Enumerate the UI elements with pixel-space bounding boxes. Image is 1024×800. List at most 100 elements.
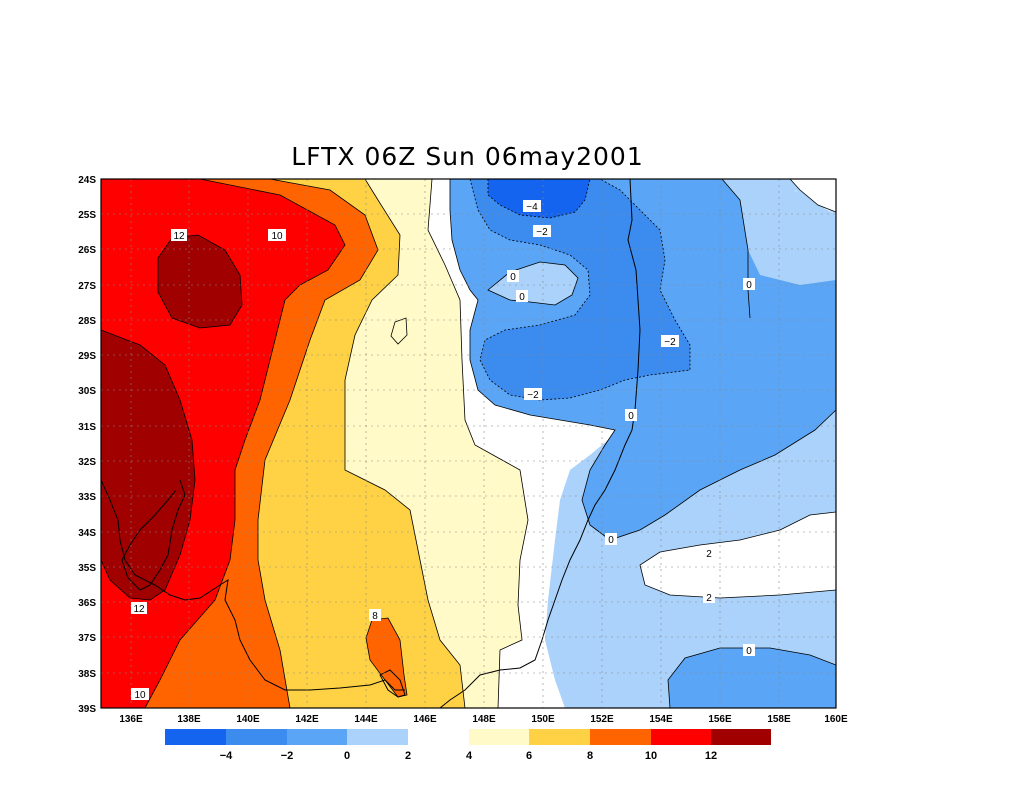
colorbar: −4 −2 0 2 4 6 8 10 12 bbox=[165, 729, 771, 762]
coastline-east bbox=[439, 179, 641, 708]
region-4-6-hole bbox=[391, 318, 407, 344]
lon-tick-label: 148E bbox=[472, 714, 496, 725]
lat-tick-label: 32S bbox=[78, 457, 96, 468]
contour-line bbox=[449, 179, 836, 541]
contour-label: 2 bbox=[703, 591, 715, 604]
contour-label: 12 bbox=[131, 602, 147, 615]
colorbar-label: 2 bbox=[405, 750, 411, 762]
lon-tick-label: 144E bbox=[354, 714, 378, 725]
region-2-4-east bbox=[640, 512, 836, 598]
lon-tick-label: 160E bbox=[824, 714, 848, 725]
colorbar-swatch bbox=[469, 729, 529, 745]
contour-line bbox=[721, 179, 751, 319]
colorbar-label: −2 bbox=[281, 750, 294, 762]
colorbar-swatch bbox=[287, 729, 347, 745]
colorbar-swatch bbox=[590, 729, 651, 745]
plot-frame bbox=[100, 178, 837, 709]
svg-text:0: 0 bbox=[746, 646, 752, 657]
region-gt12-north bbox=[158, 235, 242, 328]
svg-text:0: 0 bbox=[510, 272, 516, 283]
svg-text:2: 2 bbox=[706, 549, 712, 560]
contour-label: 0 bbox=[516, 290, 528, 303]
contour-label: 2 bbox=[703, 547, 715, 560]
contour-label: −4 bbox=[523, 200, 541, 213]
colorbar-swatch bbox=[529, 729, 590, 745]
colorbar-label: 12 bbox=[705, 750, 717, 762]
lat-axis: 24S 25S 26S 27S 28S 29S 30S 31S 32S 33S … bbox=[78, 175, 96, 715]
contour-label: −2 bbox=[533, 225, 551, 238]
contour-label: −2 bbox=[524, 388, 542, 401]
contour-label: 12 bbox=[171, 229, 187, 242]
contour-label: 0 bbox=[743, 278, 755, 291]
filled-contours bbox=[101, 179, 836, 708]
region-lt-m4 bbox=[488, 179, 590, 218]
lat-tick-label: 37S bbox=[78, 633, 96, 644]
lon-tick-label: 146E bbox=[413, 714, 437, 725]
svg-text:−2: −2 bbox=[527, 390, 539, 401]
lon-tick-label: 154E bbox=[649, 714, 673, 725]
contour-line bbox=[101, 329, 196, 601]
region-m4-m2 bbox=[470, 179, 690, 400]
lon-tick-label: 150E bbox=[531, 714, 555, 725]
lat-tick-label: 26S bbox=[78, 245, 96, 256]
lat-tick-label: 36S bbox=[78, 598, 96, 609]
contour-line bbox=[144, 179, 346, 708]
svg-text:−2: −2 bbox=[536, 227, 548, 238]
lon-tick-label: 156E bbox=[708, 714, 732, 725]
contour-label: 0 bbox=[743, 644, 755, 657]
lon-tick-label: 158E bbox=[767, 714, 791, 725]
colorbar-swatch bbox=[408, 729, 469, 745]
lat-tick-label: 31S bbox=[78, 422, 96, 433]
contour-line bbox=[390, 317, 408, 345]
svg-text:0: 0 bbox=[746, 280, 752, 291]
colorbar-label: 8 bbox=[587, 750, 593, 762]
colorbar-swatch bbox=[347, 729, 408, 745]
contour-line-dashed bbox=[487, 179, 591, 219]
contour-line bbox=[639, 511, 836, 599]
lat-tick-label: 30S bbox=[78, 386, 96, 397]
contour-line bbox=[257, 179, 379, 708]
dashed-contours bbox=[469, 179, 691, 401]
contour-label: 8 bbox=[369, 609, 381, 622]
lon-tick-label: 152E bbox=[590, 714, 614, 725]
region-m2-0-se bbox=[668, 648, 836, 708]
map-title: LFTX 06Z Sun 06may2001 bbox=[291, 142, 644, 171]
colorbar-swatch bbox=[226, 729, 287, 745]
svg-text:10: 10 bbox=[134, 690, 146, 701]
colorbar-label: 0 bbox=[344, 750, 350, 762]
coastline-peninsula bbox=[121, 479, 186, 591]
contour-label: 10 bbox=[131, 688, 149, 701]
colorbar-label: 4 bbox=[466, 750, 473, 762]
lon-axis: 136E 138E 140E 142E 144E 146E 148E 150E … bbox=[119, 714, 848, 725]
svg-text:0: 0 bbox=[628, 411, 634, 422]
lat-tick-label: 39S bbox=[78, 704, 96, 715]
coastline bbox=[101, 179, 641, 708]
contour-labels: 12 10 −4 −2 0 0 0 −2 −2 0 0 2 2 0 12 8 1… bbox=[131, 200, 755, 701]
contour-label: 0 bbox=[507, 270, 519, 283]
lon-tick-label: 140E bbox=[236, 714, 260, 725]
colorbar-swatch bbox=[165, 729, 226, 745]
lon-tick-label: 138E bbox=[177, 714, 201, 725]
contour-line bbox=[344, 179, 466, 708]
contour-line-dashed bbox=[469, 179, 691, 401]
svg-text:12: 12 bbox=[173, 231, 185, 242]
contour-label: 0 bbox=[625, 409, 637, 422]
svg-text:10: 10 bbox=[271, 231, 283, 242]
svg-text:0: 0 bbox=[519, 292, 525, 303]
lat-tick-label: 24S bbox=[78, 175, 96, 186]
svg-text:8: 8 bbox=[372, 611, 378, 622]
contour-line bbox=[789, 179, 836, 213]
contour-line bbox=[157, 234, 243, 329]
lat-tick-label: 38S bbox=[78, 669, 96, 680]
lat-tick-label: 33S bbox=[78, 492, 96, 503]
lat-tick-label: 28S bbox=[78, 316, 96, 327]
colorbar-label: −4 bbox=[220, 750, 233, 762]
gridlines bbox=[101, 179, 836, 708]
lat-tick-label: 27S bbox=[78, 281, 96, 292]
svg-text:12: 12 bbox=[133, 604, 145, 615]
colorbar-label: 6 bbox=[526, 750, 532, 762]
contour-label: 0 bbox=[605, 533, 617, 546]
contour-label: −2 bbox=[661, 335, 679, 348]
svg-text:−2: −2 bbox=[664, 337, 676, 348]
